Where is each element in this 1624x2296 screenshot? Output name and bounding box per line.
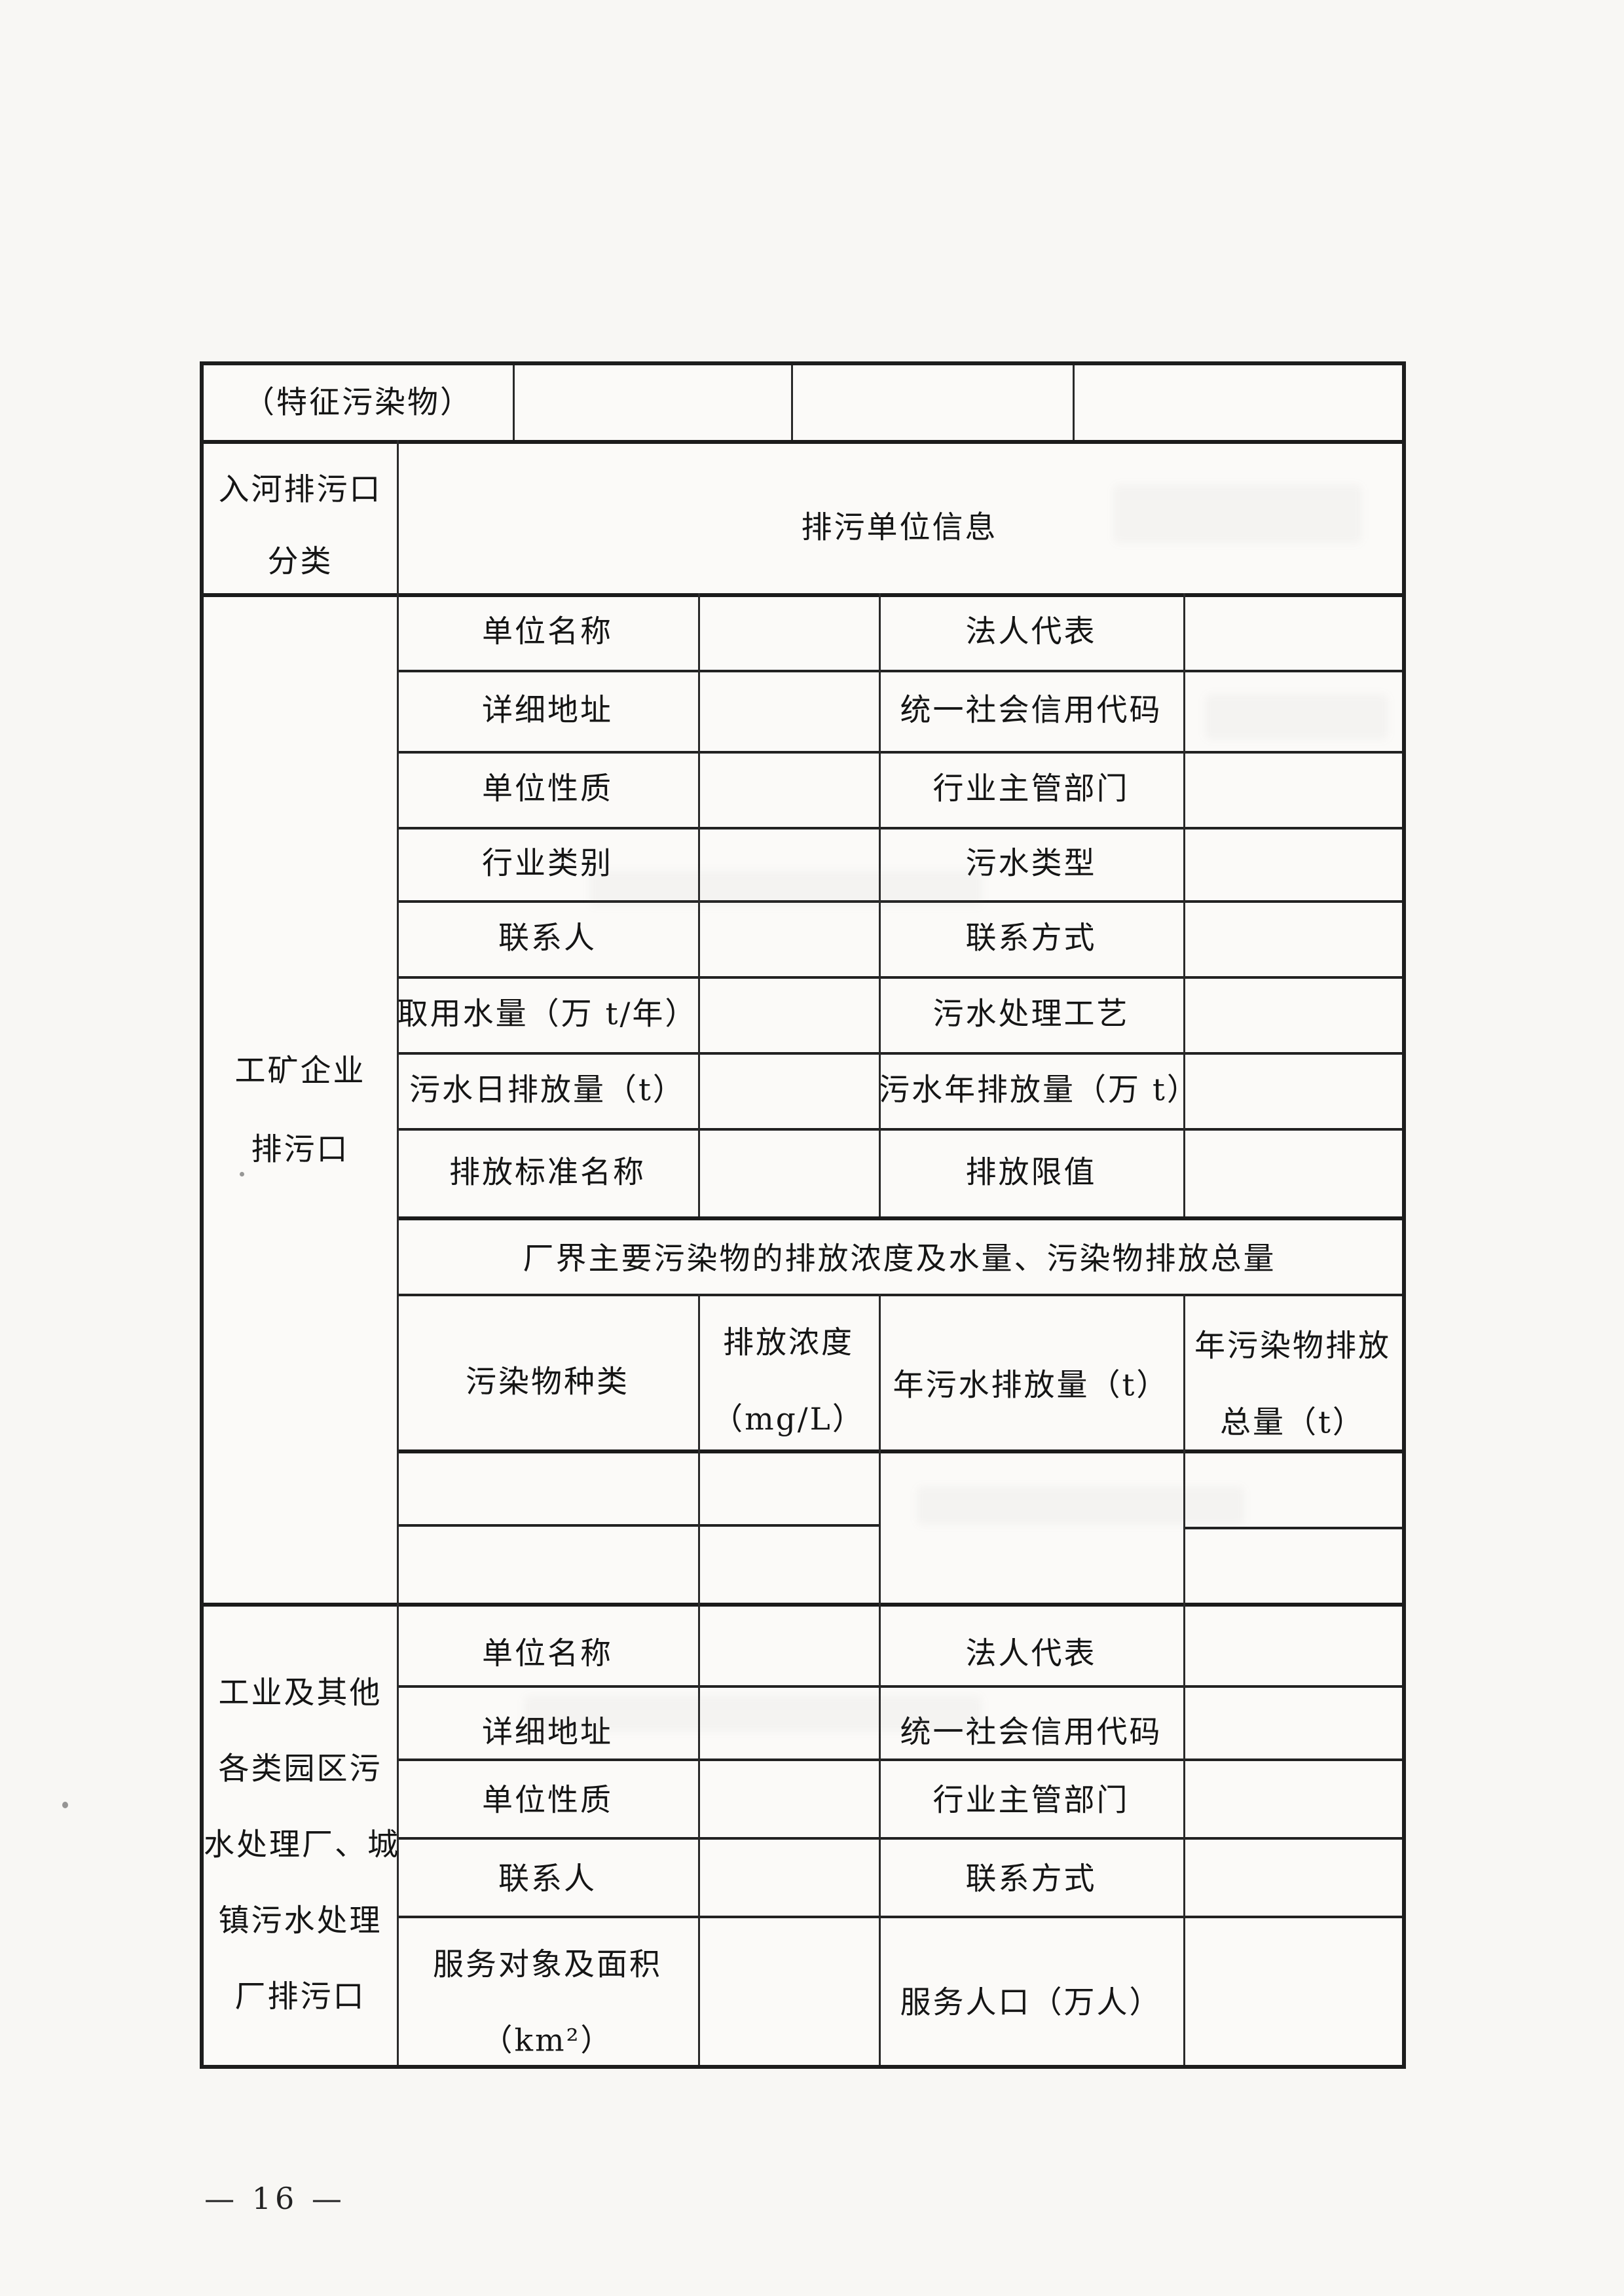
category-industrial-outlet-line1: 工矿企业 [234, 1053, 366, 1089]
category-treatment-outlet-line4: 镇污水处理 [218, 1903, 382, 1939]
grid-hline-empty-row-divider-right [1183, 1527, 1402, 1529]
label-service-area-line2: （km²） [481, 2022, 614, 2059]
grid-hline [397, 900, 1402, 903]
header-concentration-line2: （mg/L） [712, 1401, 865, 1438]
registration-form-table: （特征污染物） 入河排污口 分类 排污单位信息 工矿企业 排污口 单位名称 法人… [200, 361, 1406, 2069]
grid-hline [397, 1128, 1402, 1131]
grid-vline-label1-value1 [698, 1294, 700, 2065]
category-treatment-outlet-line5: 厂排污口 [234, 1978, 366, 2015]
grid-hline-boundary-bottom [397, 1294, 1402, 1296]
grid-vline-label2-value2 [1183, 593, 1185, 1216]
header-pollutant-type: 污染物种类 [466, 1364, 629, 1400]
dust-speck [62, 1802, 68, 1808]
label-service-area-line1: 服务对象及面积 [433, 1946, 662, 1983]
bleed-through-artifact [917, 1486, 1244, 1525]
bleed-through-artifact [1205, 694, 1388, 740]
grid-hline [397, 1758, 1402, 1761]
grid-hline [397, 1685, 1402, 1688]
label-daily-discharge: 污水日排放量（t） [409, 1072, 686, 1108]
category-treatment-outlet-line3: 水处理厂、城 [204, 1827, 400, 1863]
header-concentration-line1: 排放浓度 [723, 1324, 854, 1361]
bleed-through-artifact [1113, 484, 1362, 543]
grid-hline [397, 670, 1402, 672]
label-water-intake: 取用水量（万 t/年） [397, 996, 698, 1032]
header-annual-pollutant-line1: 年污染物排放 [1194, 1328, 1391, 1364]
grid-hline [397, 827, 1402, 829]
grid-vline-label2-value2 [1183, 1294, 1185, 2065]
grid-hline [397, 1916, 1402, 1918]
category-outlet-classification-line1: 入河排污口 [218, 471, 382, 508]
grid-hline [397, 1052, 1402, 1055]
grid-hline-classheader-bottom [204, 593, 1402, 597]
grid-hline [397, 751, 1402, 754]
label-industry-dept: 行业主管部门 [932, 771, 1130, 807]
label-characteristic-pollutants: （特征污染物） [244, 384, 473, 421]
label-sewage-type: 污水类型 [965, 845, 1097, 882]
label-treatment-process: 污水处理工艺 [932, 996, 1130, 1032]
label-detailed-address: 详细地址 [482, 1714, 613, 1751]
grid-hline [397, 976, 1402, 979]
grid-vline-carryover-3 [1073, 365, 1075, 440]
grid-vline-carryover-2 [791, 365, 793, 440]
grid-vline-value1-label2 [879, 1294, 881, 2065]
bleed-through-artifact [524, 1696, 982, 1732]
category-treatment-outlet-line2: 各类园区污 [218, 1751, 382, 1787]
label-industry-class: 行业类别 [482, 845, 613, 882]
label-credit-code: 统一社会信用代码 [900, 692, 1162, 729]
label-annual-discharge: 污水年排放量（万 t） [879, 1072, 1200, 1108]
category-outlet-classification-line2: 分类 [267, 543, 333, 580]
label-legal-representative: 法人代表 [965, 1635, 1097, 1672]
grid-hline-standard-bottom [397, 1216, 1402, 1220]
label-contact-person: 联系人 [498, 1861, 597, 1897]
bleed-through-artifact [589, 871, 982, 907]
label-legal-representative: 法人代表 [965, 613, 1097, 650]
grid-vline-label1-value1 [698, 593, 700, 1216]
header-annual-wastewater: 年污水排放量（t） [893, 1367, 1170, 1404]
label-unit-type: 单位性质 [482, 1782, 613, 1819]
grid-hline-carryover-bottom [204, 440, 1402, 444]
category-treatment-outlet-line1: 工业及其他 [218, 1675, 382, 1711]
grid-vline-value1-label2 [879, 593, 881, 1216]
header-boundary-pollutants: 厂界主要污染物的排放浓度及水量、污染物排放总量 [523, 1241, 1276, 1277]
label-contact-info: 联系方式 [965, 1861, 1097, 1897]
label-credit-code: 统一社会信用代码 [900, 1714, 1162, 1751]
label-contact-person: 联系人 [498, 920, 597, 957]
label-service-population: 服务人口（万人） [900, 1984, 1162, 2021]
grid-hline-empty-row-divider-left [397, 1524, 879, 1527]
label-discharge-limit: 排放限值 [965, 1154, 1097, 1191]
page-number: — 16 — [204, 2181, 346, 2216]
grid-vline-category-column [397, 440, 399, 2065]
dust-speck [240, 1172, 244, 1176]
label-detailed-address: 详细地址 [482, 692, 613, 729]
label-unit-name: 单位名称 [482, 1635, 613, 1672]
label-industry-dept: 行业主管部门 [932, 1782, 1130, 1819]
grid-hline-pollutant-header-bottom [397, 1449, 1402, 1453]
label-unit-type: 单位性质 [482, 771, 613, 807]
grid-hline-section-boundary [204, 1603, 1402, 1607]
grid-vline-carryover-1 [513, 365, 515, 440]
category-industrial-outlet-line2: 排污口 [251, 1131, 350, 1168]
header-annual-pollutant-line2: 总量（t） [1220, 1404, 1365, 1441]
label-contact-info: 联系方式 [965, 920, 1097, 957]
label-unit-name: 单位名称 [482, 613, 613, 650]
label-standard-name: 排放标准名称 [449, 1154, 646, 1191]
grid-hline [397, 1837, 1402, 1840]
header-unit-info: 排污单位信息 [801, 509, 998, 546]
